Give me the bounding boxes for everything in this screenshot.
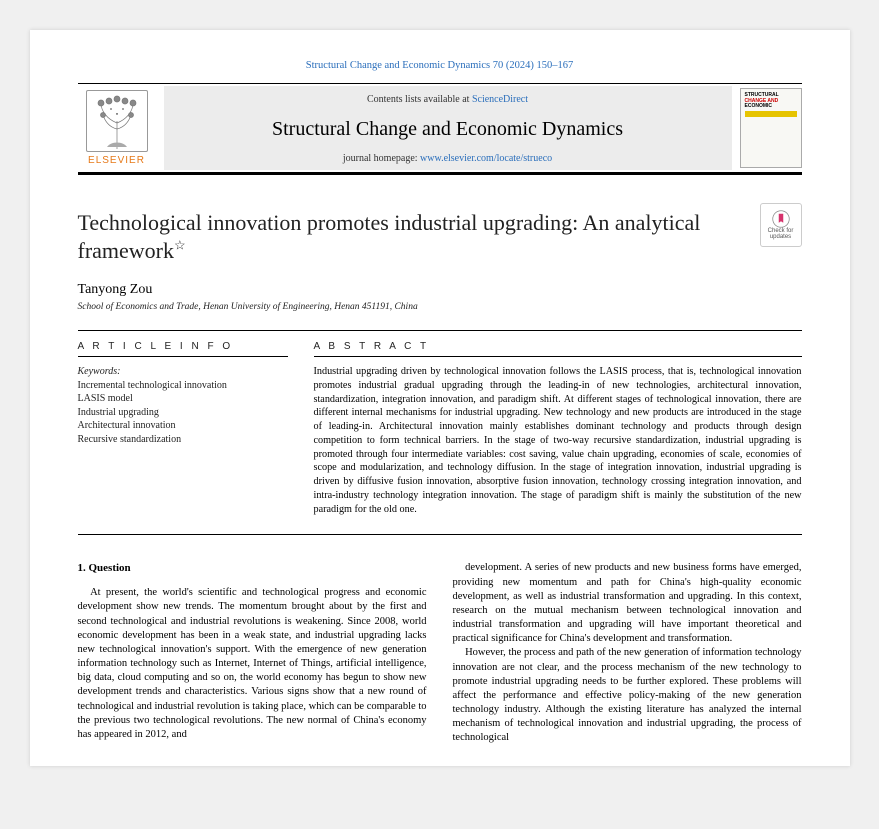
- citation-line: Structural Change and Economic Dynamics …: [78, 60, 802, 71]
- journal-homepage: journal homepage: www.elsevier.com/locat…: [174, 153, 722, 164]
- article-title: Technological innovation promotes indust…: [78, 209, 740, 264]
- section-heading: 1. Question: [78, 561, 427, 576]
- body-text: 1. Question At present, the world's scie…: [78, 561, 802, 745]
- author-name: Tanyong Zou: [78, 282, 802, 298]
- abstract-text: Industrial upgrading driven by technolog…: [314, 365, 802, 516]
- body-paragraph: development. A series of new products an…: [453, 561, 802, 646]
- author-affiliation: School of Economics and Trade, Henan Uni…: [78, 302, 802, 312]
- keyword: Industrial upgrading: [78, 406, 288, 420]
- article-info-heading: A R T I C L E I N F O: [78, 331, 288, 357]
- paper-page: Structural Change and Economic Dynamics …: [30, 30, 850, 766]
- body-paragraph: However, the process and path of the new…: [453, 646, 802, 745]
- journal-cover-thumb: STRUCTURAL CHANGE AND ECONOMIC: [740, 88, 802, 168]
- contents-available: Contents lists available at ScienceDirec…: [174, 94, 722, 105]
- check-updates-badge[interactable]: Check for updates: [760, 203, 802, 247]
- abstract-column: A B S T R A C T Industrial upgrading dri…: [314, 331, 802, 516]
- keyword: Architectural innovation: [78, 419, 288, 433]
- keyword: LASIS model: [78, 392, 288, 406]
- journal-title: Structural Change and Economic Dynamics: [174, 118, 722, 141]
- abstract-heading: A B S T R A C T: [314, 331, 802, 357]
- publisher-logo: ELSEVIER: [78, 86, 156, 170]
- article-info-column: A R T I C L E I N F O Keywords: Incremen…: [78, 331, 288, 516]
- footnote-star-icon: ☆: [174, 237, 186, 252]
- keyword: Incremental technological innovation: [78, 379, 288, 393]
- keyword: Recursive standardization: [78, 433, 288, 447]
- body-paragraph: At present, the world's scientific and t…: [78, 586, 427, 742]
- citation-link[interactable]: Structural Change and Economic Dynamics …: [306, 60, 573, 71]
- sciencedirect-link[interactable]: ScienceDirect: [472, 94, 528, 105]
- publisher-name: ELSEVIER: [88, 155, 145, 166]
- journal-banner: ELSEVIER Contents lists available at Sci…: [78, 83, 802, 175]
- elsevier-tree-icon: [86, 90, 148, 152]
- banner-center: Contents lists available at ScienceDirec…: [164, 86, 732, 170]
- bookmark-icon: [772, 210, 790, 228]
- keywords-block: Keywords: Incremental technological inno…: [78, 365, 288, 446]
- homepage-link[interactable]: www.elsevier.com/locate/strueco: [420, 153, 552, 164]
